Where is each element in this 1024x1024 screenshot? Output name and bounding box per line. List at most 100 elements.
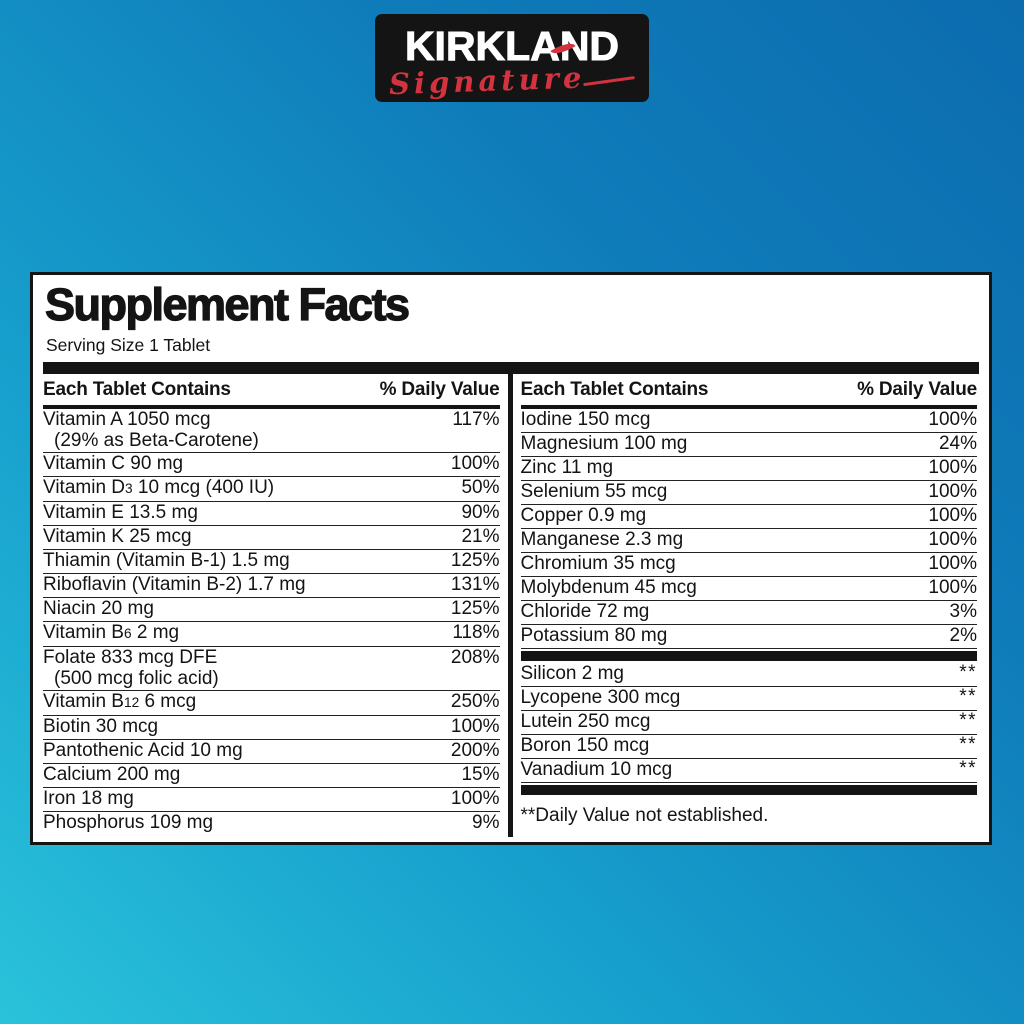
table-row: Folate 833 mcg DFE (500 mcg folic acid) 20…: [43, 647, 500, 691]
table-row: Copper 0.9 mg 100%: [520, 505, 977, 529]
table-row: Iron 18 mg 100%: [43, 788, 500, 812]
nutrient-label: Copper 0.9 mg: [520, 505, 647, 527]
daily-value: 250%: [450, 691, 500, 713]
nutrient-label: Magnesium 100 mg: [520, 433, 688, 455]
daily-value: 50%: [461, 477, 500, 499]
nutrient-label: Boron 150 mcg: [520, 735, 650, 757]
nutrient-label: Vitamin A 1050 mcg (29% as Beta-Carotene): [43, 409, 259, 452]
daily-value: 3%: [949, 601, 977, 623]
nutrient-label: Iron 18 mg: [43, 788, 134, 810]
table-row: Chloride 72 mg 3%: [520, 601, 977, 625]
section-divider-bar: [520, 784, 977, 795]
table-row: Chromium 35 mcg 100%: [520, 553, 977, 577]
nutrient-label: Vanadium 10 mcg: [520, 759, 673, 781]
column-divider: [507, 373, 513, 837]
nutrient-label: Lycopene 300 mcg: [520, 687, 681, 709]
daily-value: 118%: [452, 622, 500, 644]
daily-value: 125%: [450, 598, 500, 620]
daily-value: 208%: [450, 647, 500, 669]
table-row: Boron 150 mcg **: [520, 734, 977, 759]
nutrient-label: Vitamin C 90 mg: [43, 453, 184, 475]
table-row: Vitamin K 25 mcg 21%: [43, 526, 500, 550]
logo-brand-text: KIRKLAND: [404, 22, 620, 69]
table-row: Vitamin B12 6 mcg 250%: [43, 691, 500, 716]
nutrient-label: Manganese 2.3 mg: [520, 529, 684, 551]
daily-value: 90%: [461, 502, 500, 524]
section-divider-bar: [520, 650, 977, 661]
table-row: Zinc 11 mg 100%: [520, 457, 977, 481]
table-row: Magnesium 100 mg 24%: [520, 433, 977, 457]
column-header-contains: Each Tablet Contains: [520, 378, 709, 400]
daily-value: 100%: [450, 716, 500, 738]
nutrient-label: Chromium 35 mcg: [520, 553, 676, 575]
table-row: Lutein 250 mcg **: [520, 710, 977, 735]
table-row: Phosphorus 109 mg 9%: [43, 812, 500, 835]
daily-value: **: [959, 710, 977, 732]
nutrient-columns: Each Tablet Contains % Daily Value Vitam…: [43, 373, 979, 837]
daily-value: 15%: [461, 764, 500, 786]
nutrient-rows-left: Vitamin A 1050 mcg (29% as Beta-Carotene)…: [43, 409, 500, 837]
table-row: Calcium 200 mg 15%: [43, 764, 500, 788]
nutrient-label: Niacin 20 mg: [43, 598, 154, 620]
daily-value: **: [959, 686, 977, 708]
daily-value: 2%: [949, 625, 977, 647]
daily-value: 100%: [928, 553, 977, 575]
nutrient-label: Vitamin B12 6 mcg: [43, 691, 197, 713]
daily-value: 100%: [450, 788, 500, 810]
nutrient-label: Pantothenic Acid 10 mg: [43, 740, 243, 762]
nutrient-label: Iodine 150 mcg: [520, 409, 651, 431]
daily-value: **: [959, 662, 977, 684]
table-row: Niacin 20 mg 125%: [43, 598, 500, 622]
daily-value: 117%: [452, 409, 500, 431]
daily-value: 100%: [450, 453, 500, 475]
daily-value: 131%: [450, 574, 500, 596]
panel-title: Supplement Facts: [44, 279, 410, 330]
nutrient-label: Lutein 250 mcg: [520, 711, 651, 733]
daily-value: 100%: [928, 481, 977, 503]
serving-size: Serving Size 1 Tablet: [46, 334, 211, 355]
column-header: Each Tablet Contains % Daily Value: [43, 374, 500, 409]
nutrient-label: Silicon 2 mg: [520, 663, 625, 685]
table-row: Lycopene 300 mcg **: [520, 686, 977, 711]
header-divider-bar: [43, 361, 979, 374]
logo-script-underline: [583, 75, 636, 86]
daily-value: 100%: [928, 505, 977, 527]
nutrients-column-left: Each Tablet Contains % Daily Value Vitam…: [43, 374, 506, 837]
daily-value: 100%: [928, 457, 977, 479]
nutrient-label: Biotin 30 mcg: [43, 716, 159, 738]
table-row: Vitamin C 90 mg 100%: [43, 453, 500, 477]
daily-value-footnote: **Daily Value not established.: [520, 804, 769, 826]
nutrient-label: Potassium 80 mg: [520, 625, 668, 647]
nutrient-label: Molybdenum 45 mcg: [520, 577, 697, 599]
table-row: Thiamin (Vitamin B-1) 1.5 mg 125%: [43, 550, 500, 574]
kirkland-logo: KIRKLAND Signature: [375, 14, 649, 102]
table-row: Silicon 2 mg **: [520, 662, 977, 687]
nutrient-label: Folate 833 mcg DFE (500 mcg folic acid): [43, 647, 219, 690]
column-header-contains: Each Tablet Contains: [43, 378, 231, 400]
nutrient-label: Riboflavin (Vitamin B-2) 1.7 mg: [43, 574, 306, 596]
daily-value: **: [959, 758, 977, 780]
table-row: Molybdenum 45 mcg 100%: [520, 577, 977, 601]
table-row: Vitamin A 1050 mcg (29% as Beta-Carotene)…: [43, 409, 500, 453]
nutrient-rows-right: Iodine 150 mcg 100% Magnesium 100 mg 24% Zin…: [520, 409, 977, 837]
daily-value: 200%: [450, 740, 500, 762]
table-row: Potassium 80 mg 2%: [520, 625, 977, 649]
column-header-daily-value: % Daily Value: [379, 378, 500, 400]
nutrient-label: Chloride 72 mg: [520, 601, 650, 623]
nutrient-label: Vitamin K 25 mcg: [43, 526, 192, 548]
nutrient-label: Zinc 11 mg: [520, 457, 614, 479]
logo-script-text: Signature: [388, 59, 586, 101]
table-row: Manganese 2.3 mg 100%: [520, 529, 977, 553]
table-row: Selenium 55 mcg 100%: [520, 481, 977, 505]
supplement-facts-panel: Supplement Facts Serving Size 1 Tablet E…: [30, 272, 992, 845]
daily-value: **: [959, 734, 977, 756]
table-row: Pantothenic Acid 10 mg 200%: [43, 740, 500, 764]
daily-value: 9%: [472, 812, 500, 834]
nutrient-label: Calcium 200 mg: [43, 764, 181, 786]
table-row: Riboflavin (Vitamin B-2) 1.7 mg 131%: [43, 574, 500, 598]
daily-value: 21%: [461, 526, 500, 548]
daily-value: 125%: [450, 550, 500, 572]
table-row: Vanadium 10 mcg **: [520, 758, 977, 783]
nutrient-label: Selenium 55 mcg: [520, 481, 668, 503]
